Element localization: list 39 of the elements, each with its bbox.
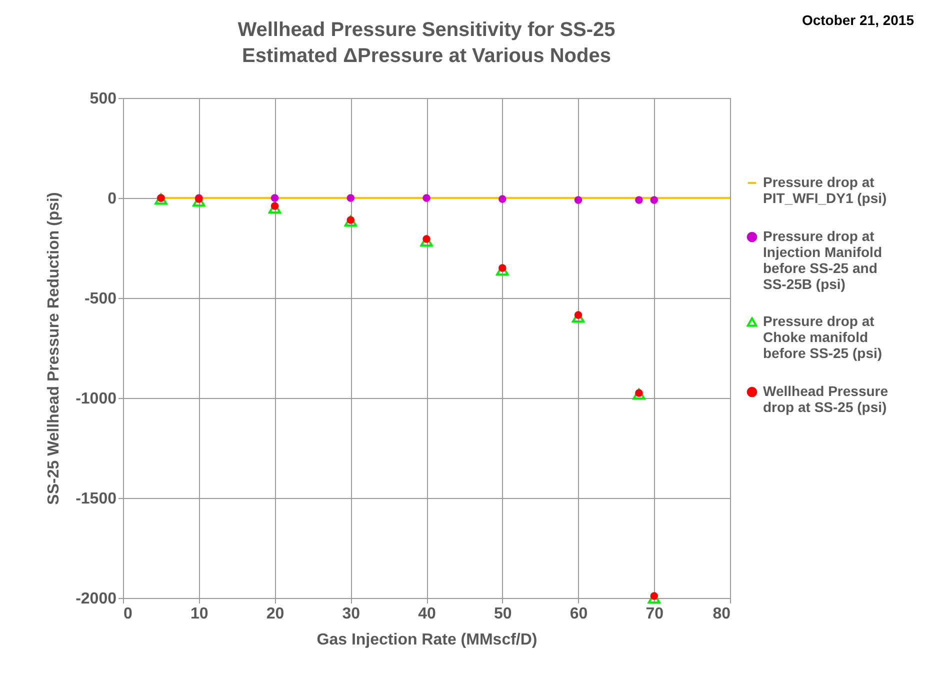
legend-label: Pressure drop at PIT_WFI_DY1 (psi) bbox=[763, 174, 887, 206]
x-tick-label: 30 bbox=[342, 606, 360, 622]
x-tick-label: 0 bbox=[124, 606, 132, 622]
point bbox=[422, 194, 430, 202]
y-axis-title: SS-25 Wellhead Pressure Reduction (psi) bbox=[46, 192, 63, 505]
y-tick-label: -1000 bbox=[76, 390, 117, 408]
point bbox=[648, 592, 660, 604]
x-tick-label: 80 bbox=[712, 606, 731, 622]
y-tick-label: -500 bbox=[84, 290, 117, 308]
point bbox=[270, 194, 279, 202]
legend-label: Pressure drop at Choke manifold before SS-25 (psi) bbox=[763, 313, 882, 361]
x-tick-label: 40 bbox=[418, 606, 436, 622]
y-tick-label: 0 bbox=[108, 190, 117, 208]
point bbox=[635, 196, 643, 204]
chart-title: Wellhead Pressure Sensitivity for SS-25 bbox=[238, 19, 616, 41]
point bbox=[574, 196, 582, 204]
legend-label: Wellhead Pressure drop at SS-25 (psi) bbox=[763, 383, 888, 415]
y-tick-label: -2000 bbox=[76, 590, 117, 608]
chart-subtitle: Estimated ΔPressure at Various Nodes bbox=[242, 45, 611, 67]
y-tick-label: -1500 bbox=[76, 490, 117, 508]
x-tick-label: 70 bbox=[646, 606, 664, 622]
point bbox=[650, 196, 658, 204]
point bbox=[496, 264, 509, 276]
point bbox=[192, 195, 206, 207]
point bbox=[268, 202, 281, 214]
point bbox=[154, 193, 168, 205]
point bbox=[572, 311, 584, 323]
x-axis-title: Gas Injection Rate (MMscf/D) bbox=[316, 632, 538, 648]
y-tick-label: 500 bbox=[90, 90, 117, 108]
point bbox=[346, 194, 354, 202]
point bbox=[632, 388, 646, 400]
x-tick-label: 20 bbox=[266, 606, 284, 622]
point bbox=[498, 195, 506, 203]
x-tick-label: 60 bbox=[570, 606, 588, 622]
x-tick-label: 50 bbox=[494, 606, 512, 622]
legend-label: Pressure drop at Injection Manifold before SS-25 and SS-25B (psi) bbox=[763, 228, 882, 292]
text: October 21, 2015 bbox=[802, 12, 914, 28]
x-tick-label: 10 bbox=[190, 606, 208, 622]
point bbox=[344, 215, 357, 227]
